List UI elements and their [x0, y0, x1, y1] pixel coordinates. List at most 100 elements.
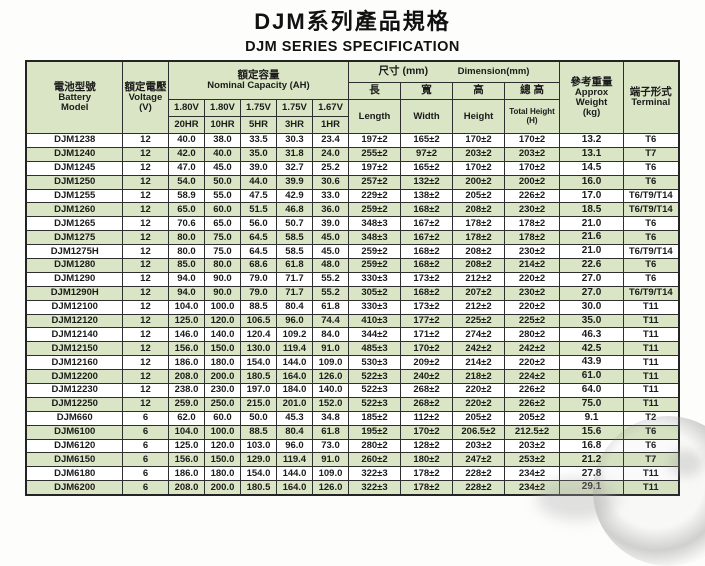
table-row: DJM1275 12 80.0 75.0 64.5 58.5 45.0 348±3 167±2 1…: [25, 230, 680, 246]
value-cell: 46.3: [559, 327, 625, 343]
value-cell: 112±2: [400, 410, 454, 426]
table-row: DJM6150 6 156.0 150.0 129.0 119.4 91.0 260±2 180…: [25, 452, 680, 468]
value-cell: 184.0: [275, 383, 313, 398]
value-cell: 120.4: [239, 327, 277, 343]
value-cell: 12: [121, 216, 169, 232]
table-row: DJM1280 12 85.0 80.0 68.6 61.8 48.0 259±2 168±2 2…: [25, 258, 680, 273]
value-cell: 9.1: [559, 410, 625, 426]
value-cell: 146.0: [167, 327, 205, 343]
value-cell: 197±2: [348, 160, 402, 176]
table-row: DJM12120 12 125.0 120.0 106.5 96.0 74.4 410±3 17…: [25, 313, 680, 329]
value-cell: T6: [623, 258, 680, 273]
value-cell: 280±2: [504, 327, 561, 343]
value-cell: 6: [121, 424, 169, 440]
value-cell: 33.0: [311, 188, 350, 204]
value-cell: 80.4: [275, 299, 313, 315]
value-cell: 125.0: [167, 438, 205, 454]
value-cell: 58.5: [275, 230, 313, 246]
value-cell: T6: [623, 230, 680, 246]
value-cell: 12: [121, 327, 169, 343]
value-cell: 180.0: [203, 466, 241, 482]
value-cell: 13.1: [559, 146, 625, 162]
value-cell: 44.0: [239, 174, 277, 190]
value-cell: 23.4: [311, 133, 350, 148]
table-row: DJM1238 12 40.0 38.0 33.5 30.3 23.4 197±2 165±2 1…: [25, 133, 680, 148]
value-cell: 485±3: [348, 341, 402, 357]
value-cell: 80.4: [275, 424, 313, 440]
value-cell: 62.0: [167, 410, 205, 426]
value-cell: T11: [623, 313, 680, 329]
value-cell: 348±3: [348, 216, 402, 232]
value-cell: 16.0: [559, 174, 625, 190]
col-header-length-zh: 長: [348, 82, 402, 100]
battery-model-cell: DJM1275H: [25, 244, 123, 260]
value-cell: 197±2: [348, 133, 402, 148]
value-cell: 247±2: [452, 452, 506, 468]
value-cell: 88.5: [239, 424, 277, 440]
value-cell: 274±2: [452, 327, 506, 343]
value-cell: 79.0: [239, 285, 277, 301]
col-header-weight: 參考重量 Approx Weight (kg): [559, 60, 625, 134]
value-cell: 12: [121, 341, 169, 357]
battery-model-cell: DJM6120: [25, 438, 123, 454]
value-cell: 178±2: [452, 216, 506, 232]
value-cell: 33.5: [239, 133, 277, 148]
value-cell: 170±2: [452, 133, 506, 148]
value-cell: 50.7: [275, 216, 313, 232]
value-cell: 144.0: [275, 355, 313, 371]
battery-model-cell: DJM660: [25, 410, 123, 426]
value-cell: 27.0: [559, 271, 625, 287]
value-cell: 220±2: [504, 299, 561, 315]
value-cell: 12: [121, 133, 169, 148]
value-cell: 48.0: [311, 258, 350, 273]
value-cell: 250.0: [203, 396, 241, 412]
value-cell: 224±2: [504, 369, 561, 385]
value-cell: 119.4: [275, 452, 313, 468]
value-cell: 30.6: [311, 174, 350, 190]
table-row: DJM12200 12 208.0 200.0 180.5 164.0 126.0 522±3…: [25, 369, 680, 385]
value-cell: 17.0: [559, 188, 625, 204]
battery-model-cell: DJM12160: [25, 355, 123, 371]
capacity-zh: 額定容量: [237, 69, 280, 81]
table-row: DJM12140 12 146.0 140.0 120.4 109.2 84.0 344±2 1…: [25, 327, 680, 343]
value-cell: 32.7: [275, 160, 313, 176]
value-cell: 156.0: [167, 452, 205, 468]
col-header-capacity-group: 額定容量 Nominal Capacity (AH): [167, 60, 350, 100]
value-cell: 173±2: [400, 271, 454, 287]
voltage-en: Voltage (V): [128, 92, 163, 113]
value-cell: 207±2: [452, 285, 506, 301]
value-cell: 259±2: [348, 202, 402, 218]
value-cell: 47.0: [167, 160, 205, 176]
value-cell: 39.0: [239, 160, 277, 176]
battery-model-cell: DJM1255: [25, 188, 123, 204]
value-cell: T2: [623, 410, 680, 426]
value-cell: 60.0: [203, 202, 241, 218]
value-cell: 80.0: [167, 230, 205, 246]
col-header-total-height-zh: 總 高: [504, 82, 561, 100]
value-cell: 206.5±2: [452, 424, 506, 440]
value-cell: 186.0: [167, 466, 205, 482]
value-cell: 132±2: [400, 174, 454, 190]
table-row: DJM6100 6 104.0 100.0 88.5 80.4 61.8 195±2 170±2…: [25, 424, 680, 440]
value-cell: 164.0: [275, 480, 313, 496]
value-cell: 6: [121, 452, 169, 468]
value-cell: 12: [121, 244, 169, 260]
value-cell: 12: [121, 285, 169, 301]
value-cell: 27.8: [559, 466, 625, 482]
value-cell: T6: [623, 174, 680, 190]
table-row: DJM1255 12 58.9 55.0 47.5 42.9 33.0 229±2 138±2 2…: [25, 188, 680, 204]
value-cell: 226±2: [504, 383, 561, 398]
value-cell: 154.0: [239, 355, 277, 371]
col-header-capacity-v1: 1.67V: [311, 99, 350, 117]
value-cell: 208±2: [452, 202, 506, 218]
battery-model-zh: 電池型號: [53, 81, 96, 94]
value-cell: 55.0: [203, 188, 241, 204]
value-cell: 203±2: [504, 146, 561, 162]
value-cell: 42.5: [559, 341, 625, 357]
value-cell: 45.0: [311, 244, 350, 260]
col-header-length-en: Length: [348, 99, 402, 134]
value-cell: 410±3: [348, 313, 402, 329]
value-cell: 74.4: [311, 313, 350, 329]
value-cell: 12: [121, 188, 169, 204]
value-cell: 60.0: [203, 410, 241, 426]
